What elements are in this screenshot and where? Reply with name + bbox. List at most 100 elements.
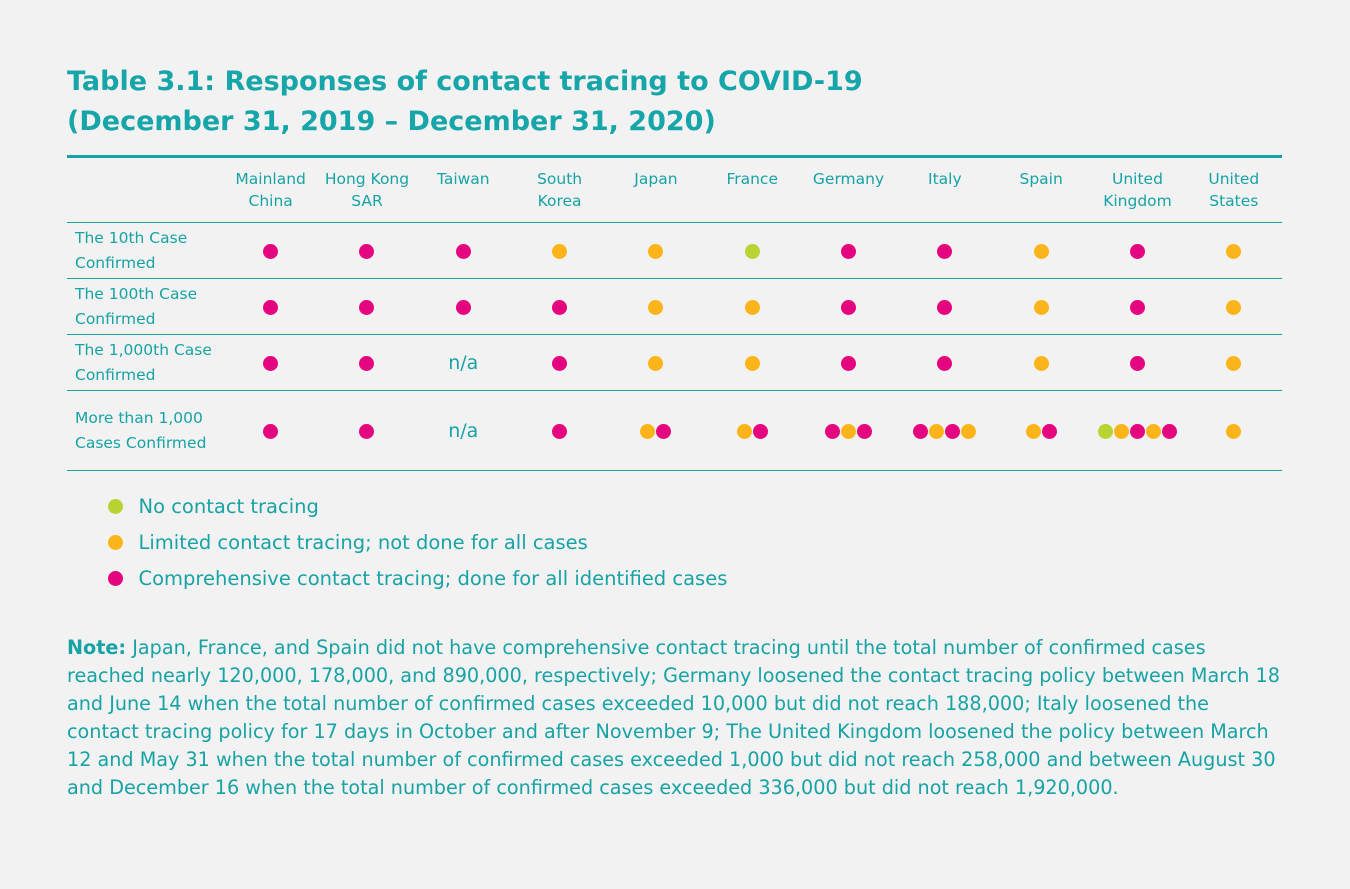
legend-label: Comprehensive contact tracing; done for … bbox=[138, 566, 728, 590]
status-dot bbox=[552, 243, 568, 259]
status-dot bbox=[1226, 243, 1242, 259]
status-dot bbox=[1033, 355, 1049, 371]
cell bbox=[415, 278, 512, 335]
status-dot bbox=[736, 423, 752, 439]
status-dot bbox=[359, 243, 375, 259]
status-dot bbox=[1145, 423, 1161, 439]
cell bbox=[222, 390, 319, 471]
status-dot bbox=[1226, 299, 1242, 315]
status-dot bbox=[1041, 423, 1057, 439]
cell bbox=[993, 222, 1090, 279]
cell bbox=[800, 334, 897, 391]
status-dot bbox=[648, 355, 664, 371]
cell bbox=[993, 334, 1090, 391]
status-dot bbox=[455, 243, 471, 259]
column-header: Japan bbox=[607, 156, 705, 223]
legend-dot bbox=[107, 498, 123, 514]
cell bbox=[896, 390, 993, 471]
note: Note: Japan, France, and Spain did not h… bbox=[67, 634, 1282, 802]
cell: n/a bbox=[415, 390, 512, 471]
cell bbox=[1089, 222, 1186, 279]
legend: No contact tracing Limited contact tracin… bbox=[107, 488, 727, 596]
status-dot bbox=[744, 243, 760, 259]
cell bbox=[1089, 278, 1186, 335]
cell bbox=[1185, 390, 1282, 471]
column-label: Mainland China bbox=[235, 170, 306, 210]
status-dot bbox=[1097, 423, 1113, 439]
cell bbox=[511, 334, 608, 391]
cell bbox=[704, 390, 801, 471]
status-dot bbox=[1226, 423, 1242, 439]
status-dot bbox=[744, 299, 760, 315]
status-dot bbox=[841, 299, 857, 315]
cell bbox=[704, 334, 801, 391]
status-dot bbox=[1129, 299, 1145, 315]
row-label: More than 1,000 Cases Confirmed bbox=[67, 390, 223, 471]
status-dot bbox=[1129, 355, 1145, 371]
cell bbox=[222, 278, 319, 335]
cell bbox=[1185, 222, 1282, 279]
note-text: Japan, France, and Spain did not have co… bbox=[67, 636, 1280, 799]
title: Table 3.1: Responses of contact tracing … bbox=[67, 62, 863, 142]
status-dot bbox=[263, 243, 279, 259]
status-dot bbox=[913, 423, 929, 439]
cell bbox=[607, 278, 705, 335]
title-line: (December 31, 2019 – December 31, 2020) bbox=[67, 106, 716, 137]
cell bbox=[896, 278, 993, 335]
column-label: Hong Kong SAR bbox=[324, 170, 410, 210]
status-dot bbox=[929, 423, 945, 439]
cell bbox=[896, 334, 993, 391]
note-label: Note: bbox=[67, 636, 127, 659]
column-header: United States bbox=[1185, 156, 1282, 223]
status-dot bbox=[640, 423, 656, 439]
cell bbox=[511, 222, 608, 279]
corner bbox=[67, 156, 223, 223]
column-label: Italy bbox=[928, 170, 962, 188]
column-label: Taiwan bbox=[436, 170, 490, 188]
row-label: The 100th Case Confirmed bbox=[67, 278, 223, 335]
column-header: Taiwan bbox=[415, 156, 512, 223]
row-label: The 10th Case Confirmed bbox=[67, 222, 223, 279]
status-dot bbox=[937, 355, 953, 371]
cell bbox=[318, 390, 416, 471]
status-dot bbox=[945, 423, 961, 439]
status-dot bbox=[857, 423, 873, 439]
cell bbox=[415, 222, 512, 279]
cell bbox=[607, 334, 705, 391]
status-dot bbox=[744, 355, 760, 371]
status-dot bbox=[552, 299, 568, 315]
cell bbox=[993, 278, 1090, 335]
status-dot bbox=[1161, 423, 1177, 439]
cell bbox=[1089, 390, 1186, 471]
column-header: South Korea bbox=[511, 156, 608, 223]
column-label: United States bbox=[1208, 170, 1260, 210]
status-dot bbox=[263, 423, 279, 439]
column-label: France bbox=[726, 170, 778, 188]
status-dot bbox=[1113, 423, 1129, 439]
cell bbox=[222, 334, 319, 391]
status-dot bbox=[359, 423, 375, 439]
cell bbox=[511, 390, 608, 471]
cell bbox=[704, 278, 801, 335]
cell: n/a bbox=[415, 334, 512, 391]
row: The 1,000th Case Confirmed n/a bbox=[67, 334, 1282, 391]
status-dot bbox=[841, 355, 857, 371]
cell bbox=[607, 390, 705, 471]
cell bbox=[318, 334, 416, 391]
status-dot bbox=[1129, 423, 1145, 439]
title-line: Table 3.1: Responses of contact tracing … bbox=[67, 66, 863, 97]
column-label: Japan bbox=[634, 170, 678, 188]
header-row: Mainland China Hong Kong SAR Taiwan South K… bbox=[67, 156, 1282, 223]
cell bbox=[222, 222, 319, 279]
row: The 10th Case Confirmed bbox=[67, 222, 1282, 279]
column-label: South Korea bbox=[537, 170, 583, 210]
cell bbox=[1185, 334, 1282, 391]
column-header: Mainland China bbox=[222, 156, 319, 223]
status-dot bbox=[455, 299, 471, 315]
status-dot bbox=[937, 243, 953, 259]
status-dot bbox=[937, 299, 953, 315]
cell bbox=[896, 222, 993, 279]
column-header: France bbox=[704, 156, 801, 223]
cell bbox=[318, 278, 416, 335]
